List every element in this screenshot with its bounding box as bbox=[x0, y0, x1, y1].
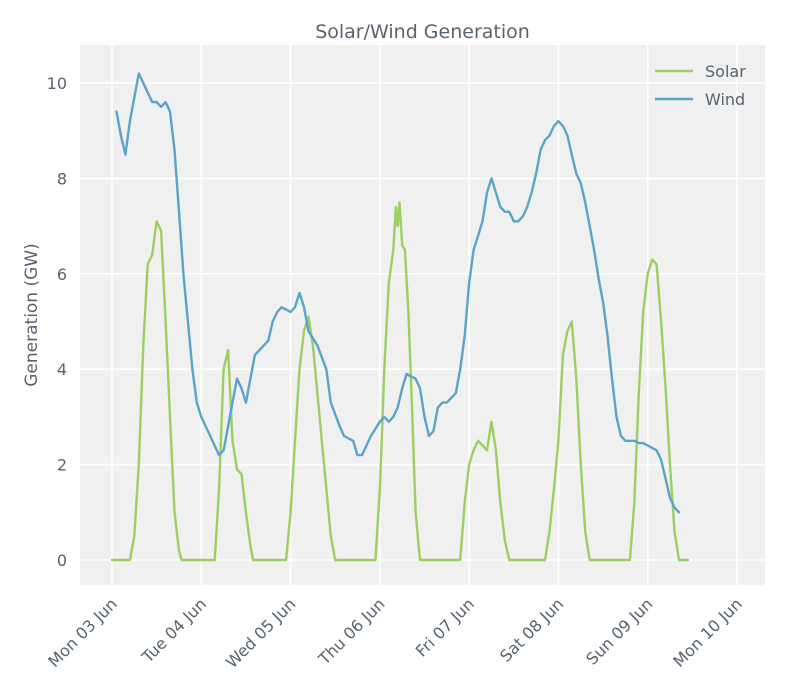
x-tick-label: Fri 07 Jun bbox=[412, 594, 478, 660]
x-tick-label: Wed 05 Jun bbox=[222, 594, 299, 671]
x-tick-label: Mon 03 Jun bbox=[44, 594, 121, 671]
x-tick-label: Mon 10 Jun bbox=[669, 594, 746, 671]
y-tick-label: 6 bbox=[57, 265, 67, 284]
x-tick-label: Tue 04 Jun bbox=[137, 594, 210, 667]
y-tick-label: 4 bbox=[57, 360, 67, 379]
y-tick-label: 2 bbox=[57, 456, 67, 475]
y-tick-label: 8 bbox=[57, 169, 67, 188]
y-tick-label: 0 bbox=[57, 551, 67, 570]
chart-title: Solar/Wind Generation bbox=[315, 21, 530, 43]
plot-area bbox=[80, 45, 765, 585]
y-tick-label: 10 bbox=[47, 74, 67, 93]
series-line-solar bbox=[110, 201, 690, 562]
x-tick-label: Sun 09 Jun bbox=[582, 594, 656, 668]
legend-label-solar: Solar bbox=[705, 62, 746, 81]
series-line-wind bbox=[115, 72, 681, 514]
y-axis-label: Generation (GW) bbox=[22, 243, 42, 387]
legend-label-wind: Wind bbox=[705, 90, 745, 109]
x-tick-label: Sat 08 Jun bbox=[496, 594, 567, 665]
x-tick-label: Thu 06 Jun bbox=[314, 594, 389, 669]
